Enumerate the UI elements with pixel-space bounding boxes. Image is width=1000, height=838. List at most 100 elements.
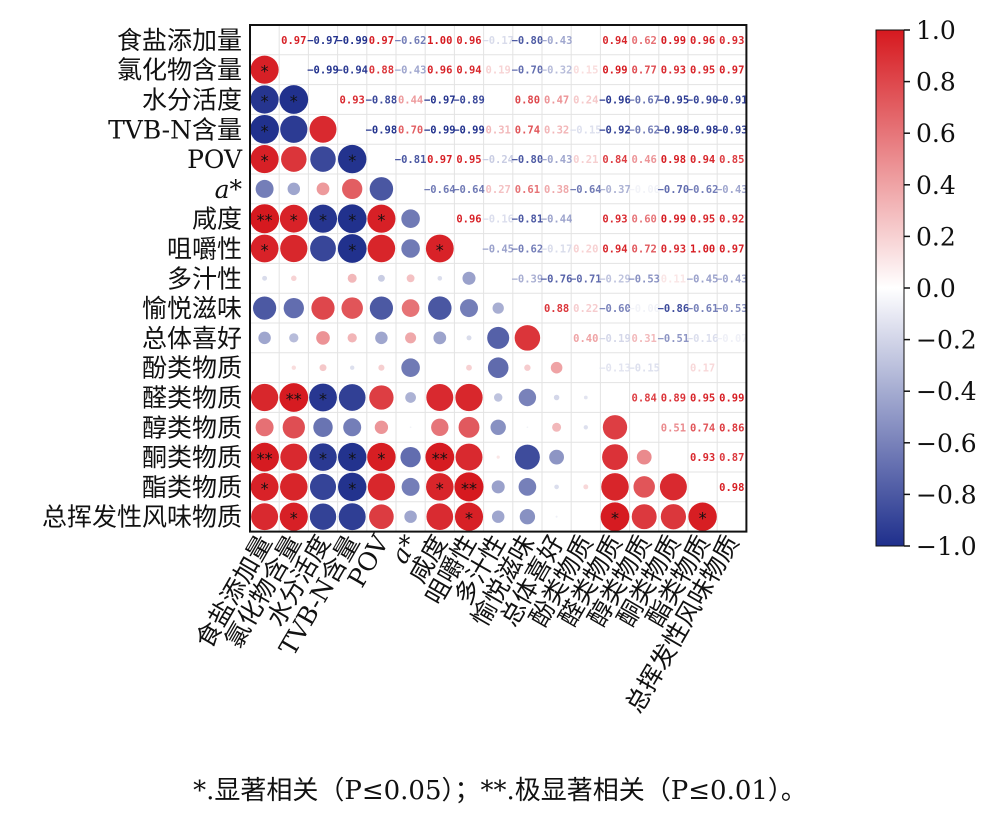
correlation-circle (319, 364, 327, 372)
correlation-value-label: −0.43 (541, 35, 573, 47)
correlation-value-label: −0.98 (658, 124, 690, 136)
correlation-circle (401, 477, 420, 496)
correlation-circle (367, 204, 396, 233)
correlation-circle (337, 442, 367, 472)
correlation-value-label: 0.93 (690, 452, 715, 464)
correlation-circle (458, 416, 480, 438)
correlation-circle (409, 426, 412, 429)
correlation-circle (455, 383, 483, 412)
correlation-value-label: −0.98 (687, 124, 719, 136)
significance-mark: * (348, 479, 356, 498)
correlation-circle (583, 425, 588, 430)
correlation-circle (309, 473, 337, 500)
row-label: 咸度 (192, 205, 242, 234)
correlation-value-label: 0.94 (690, 154, 715, 166)
correlation-circle (460, 299, 478, 318)
significance-mark: * (699, 509, 707, 528)
correlation-circle (280, 234, 308, 263)
row-label: 总挥发性风味物质 (42, 503, 242, 532)
row-label: 咀嚼性 (167, 235, 242, 264)
correlation-value-label: 0.60 (632, 214, 657, 226)
correlation-value-label: −0.06 (628, 184, 660, 196)
correlation-value-label: −0.90 (687, 95, 719, 107)
correlation-value-label: 0.32 (544, 124, 569, 136)
correlation-value-label: −0.43 (541, 154, 573, 166)
correlation-circle (369, 296, 393, 320)
correlation-circle (437, 275, 443, 281)
correlation-circle (552, 422, 562, 432)
correlation-circle (401, 209, 420, 228)
correlation-value-label: −0.97 (307, 35, 339, 47)
correlation-value-label: −0.86 (658, 303, 690, 315)
correlation-value-label: 0.97 (281, 35, 306, 47)
correlation-circle (377, 274, 385, 282)
correlation-circle (347, 273, 357, 283)
correlation-value-label: −0.16 (482, 214, 514, 226)
correlation-circle (518, 388, 537, 407)
correlation-circle (633, 476, 655, 498)
correlation-circle (602, 415, 628, 440)
correlation-circle (367, 234, 396, 263)
correlation-circle (250, 55, 279, 84)
correlation-circle (688, 502, 717, 531)
correlation-value-label: −0.13 (599, 363, 631, 375)
significance-mark: * (319, 211, 327, 230)
correlation-circle (279, 502, 308, 531)
correlation-value-label: 0.93 (661, 244, 686, 256)
correlation-value-label: −0.32 (541, 65, 573, 77)
correlation-value-label: 0.94 (456, 65, 481, 77)
significance-mark: ** (286, 390, 302, 409)
correlation-circle (583, 484, 589, 490)
correlation-circle (338, 503, 366, 531)
correlation-circle (455, 443, 483, 471)
row-label: 总体喜好 (142, 324, 242, 353)
correlation-value-label: −0.81 (395, 154, 427, 166)
correlation-circle (350, 365, 355, 370)
correlation-value-label: −0.43 (716, 184, 748, 196)
significance-mark: * (436, 241, 444, 260)
colorbar-tick-label: 0.2 (916, 222, 956, 251)
correlation-value-label: −0.88 (366, 95, 398, 107)
footnote: *.显著相关（P≤0.05）；**.极显著相关（P≤0.01）。 (193, 776, 807, 806)
correlation-value-label: 0.84 (602, 154, 627, 166)
correlation-circle (311, 296, 335, 320)
correlation-circle (287, 182, 301, 196)
correlation-value-label: −0.37 (599, 184, 631, 196)
colorbar-tick-label: −0.4 (916, 377, 977, 406)
correlation-circle (313, 417, 333, 438)
correlation-value-label: −0.99 (336, 35, 368, 47)
correlation-circle (428, 296, 452, 320)
correlation-value-label: 0.97 (369, 35, 394, 47)
correlation-value-label: −0.98 (366, 124, 398, 136)
correlation-circle (600, 502, 630, 532)
correlation-circle (491, 510, 505, 523)
correlation-value-label: 0.77 (632, 65, 657, 77)
colorbar-tick-label: −1.0 (916, 532, 977, 561)
correlation-value-label: −0.99 (453, 124, 485, 136)
significance-mark: ** (257, 211, 273, 230)
correlation-circle (369, 385, 394, 410)
correlation-circle (343, 418, 362, 437)
correlation-circle (454, 502, 484, 531)
correlation-circle (660, 504, 687, 530)
correlation-circle (342, 178, 363, 200)
correlation-circle (250, 442, 279, 472)
row-label: POV (187, 145, 243, 174)
correlation-value-label: −0.45 (482, 244, 514, 256)
correlation-value-label: −0.81 (512, 214, 544, 226)
correlation-circle (316, 182, 330, 196)
correlation-value-label: 0.22 (573, 303, 598, 315)
correlation-circle (425, 442, 455, 472)
correlation-circle (347, 333, 357, 343)
correlation-circle (337, 234, 367, 263)
colorbar-tick-label: 0.6 (916, 119, 956, 148)
correlation-circle (258, 331, 271, 345)
correlation-value-label: 0.19 (486, 65, 511, 77)
correlation-value-label: −0.39 (512, 273, 544, 285)
correlation-value-label: 0.84 (632, 393, 657, 405)
correlation-value-label: −0.53 (628, 273, 660, 285)
colorbar-tick-label: 0.8 (916, 68, 956, 97)
correlation-value-label: 0.27 (486, 184, 511, 196)
correlation-value-label: −0.62 (687, 184, 719, 196)
correlation-value-label: 0.93 (719, 35, 744, 47)
